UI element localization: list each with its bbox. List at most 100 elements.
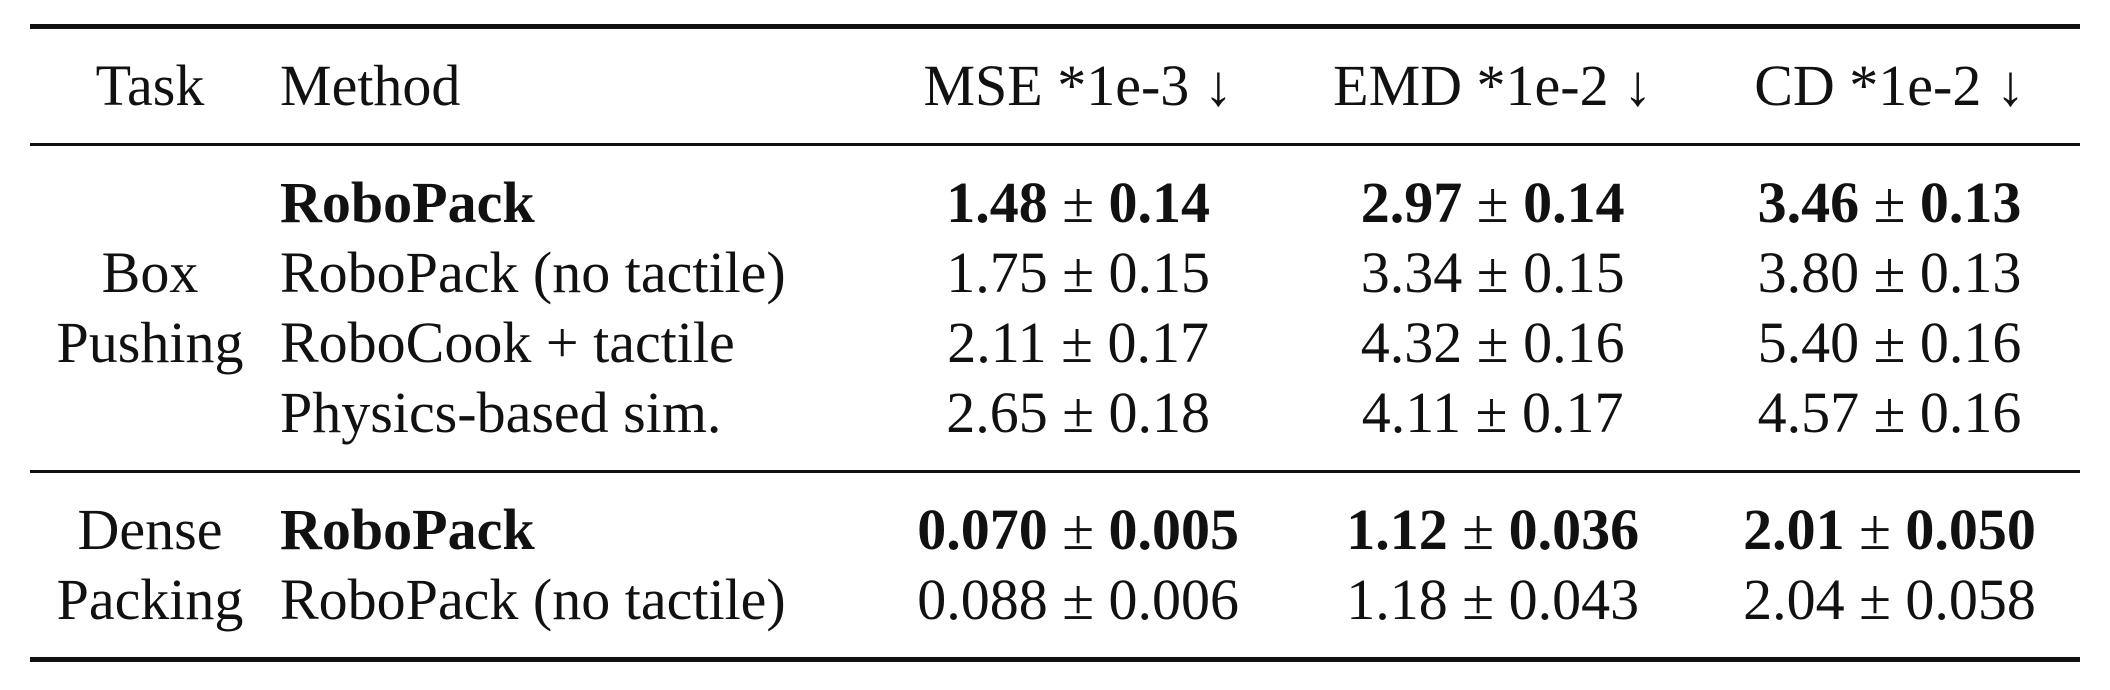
mse-std: 0.14 — [1108, 170, 1211, 235]
pm-symbol: ± — [1475, 380, 1508, 445]
mse-std: 0.006 — [1108, 567, 1240, 632]
task-label-line1: Box — [101, 240, 199, 305]
table-row: Box RoboPack (no tactile) 1.75 ± 0.15 3.… — [30, 238, 2080, 308]
cd-std: 0.13 — [1919, 170, 2022, 235]
mse-mean: 2.65 — [946, 380, 1048, 445]
cd-mean: 2.01 — [1743, 497, 1845, 562]
mse-cell: 0.070 ± 0.005 — [870, 472, 1286, 566]
mse-cell: 2.11 ± 0.17 — [870, 308, 1286, 378]
table-row: Physics-based sim. 2.65 ± 0.18 4.11 ± 0.… — [30, 378, 2080, 472]
method-cell: Physics-based sim. — [280, 380, 722, 445]
mse-mean: 1.48 — [946, 170, 1048, 235]
table-row: Packing RoboPack (no tactile) 0.088 ± 0.… — [30, 565, 2080, 660]
emd-cell: 1.12 ± 0.036 — [1286, 472, 1699, 566]
pm-symbol: ± — [1873, 380, 1906, 445]
pm-symbol: ± — [1859, 567, 1891, 632]
task-cell-empty — [30, 378, 270, 472]
emd-mean: 4.11 — [1361, 380, 1462, 445]
mse-cell: 0.088 ± 0.006 — [870, 565, 1286, 660]
cd-cell: 2.01 ± 0.050 — [1699, 472, 2080, 566]
emd-std: 0.14 — [1523, 170, 1625, 235]
emd-std: 0.043 — [1508, 567, 1640, 632]
pm-symbol: ± — [1873, 310, 1906, 375]
task-cell-empty — [30, 145, 270, 239]
emd-cell: 2.97 ± 0.14 — [1286, 145, 1699, 239]
cd-std: 0.16 — [1919, 380, 2022, 445]
mse-mean: 2.11 — [947, 310, 1047, 375]
cd-std: 0.050 — [1905, 497, 2036, 562]
emd-mean: 3.34 — [1360, 240, 1463, 305]
table-row: Pushing RoboCook + tactile 2.11 ± 0.17 4… — [30, 308, 2080, 378]
pm-symbol: ± — [1462, 567, 1495, 632]
cd-cell: 5.40 ± 0.16 — [1699, 308, 2080, 378]
pm-symbol: ± — [1062, 170, 1095, 235]
cd-std: 0.16 — [1919, 310, 2022, 375]
mse-std: 0.005 — [1108, 497, 1240, 562]
header-task: Task — [95, 53, 205, 118]
task-label-line1: Dense — [77, 497, 223, 562]
method-cell: RoboPack — [280, 497, 535, 562]
cd-mean: 3.46 — [1757, 170, 1860, 235]
method-cell: RoboCook + tactile — [280, 310, 735, 375]
mse-std: 0.17 — [1107, 310, 1209, 375]
pm-symbol: ± — [1873, 170, 1906, 235]
pm-symbol: ± — [1462, 497, 1495, 562]
pm-symbol: ± — [1873, 240, 1906, 305]
header-mse: MSE *1e-3 ↓ — [923, 53, 1233, 118]
mse-cell: 1.75 ± 0.15 — [870, 238, 1286, 308]
cd-mean: 3.80 — [1757, 240, 1860, 305]
emd-cell: 4.11 ± 0.17 — [1286, 378, 1699, 472]
pm-symbol: ± — [1062, 380, 1095, 445]
emd-mean: 2.97 — [1360, 170, 1463, 235]
group-dense-packing: Dense RoboPack 0.070 ± 0.005 1.12 ± 0.03… — [30, 471, 2080, 660]
task-label-line2: Pushing — [56, 310, 244, 375]
emd-mean: 4.32 — [1360, 310, 1463, 375]
pm-symbol: ± — [1061, 310, 1093, 375]
cd-std: 0.13 — [1919, 240, 2022, 305]
cd-std: 0.058 — [1905, 567, 2036, 632]
mse-std: 0.18 — [1108, 380, 1211, 445]
pm-symbol: ± — [1062, 567, 1095, 632]
emd-std: 0.16 — [1523, 310, 1625, 375]
mse-mean: 0.088 — [917, 567, 1048, 632]
emd-std: 0.17 — [1521, 380, 1624, 445]
emd-mean: 1.18 — [1346, 567, 1448, 632]
task-label-line2: Packing — [56, 567, 244, 632]
method-cell: RoboPack (no tactile) — [280, 240, 786, 305]
cd-cell: 2.04 ± 0.058 — [1699, 565, 2080, 660]
header-row: Task Method MSE *1e-3 ↓ EMD *1e-2 ↓ CD *… — [30, 26, 2080, 145]
group-box-pushing: RoboPack 1.48 ± 0.14 2.97 ± 0.14 3.46 ± … — [30, 144, 2080, 472]
pm-symbol: ± — [1476, 240, 1509, 305]
emd-mean: 1.12 — [1346, 497, 1448, 562]
mse-mean: 0.070 — [917, 497, 1048, 562]
pm-symbol: ± — [1476, 170, 1509, 235]
header-method: Method — [280, 53, 461, 118]
pm-symbol: ± — [1476, 310, 1509, 375]
mse-cell: 1.48 ± 0.14 — [870, 145, 1286, 239]
method-cell: RoboPack — [280, 170, 535, 235]
results-table-container: Task Method MSE *1e-3 ↓ EMD *1e-2 ↓ CD *… — [30, 24, 2080, 662]
header-cd: CD *1e-2 ↓ — [1754, 53, 2025, 118]
emd-cell: 4.32 ± 0.16 — [1286, 308, 1699, 378]
cd-cell: 3.46 ± 0.13 — [1699, 145, 2080, 239]
cd-cell: 3.80 ± 0.13 — [1699, 238, 2080, 308]
mse-std: 0.15 — [1108, 240, 1211, 305]
cd-mean: 4.57 — [1757, 380, 1860, 445]
cd-cell: 4.57 ± 0.16 — [1699, 378, 2080, 472]
emd-std: 0.15 — [1523, 240, 1625, 305]
header-emd: EMD *1e-2 ↓ — [1333, 53, 1653, 118]
cd-mean: 5.40 — [1757, 310, 1860, 375]
emd-cell: 1.18 ± 0.043 — [1286, 565, 1699, 660]
emd-std: 0.036 — [1508, 497, 1640, 562]
mse-mean: 1.75 — [946, 240, 1048, 305]
table-row: RoboPack 1.48 ± 0.14 2.97 ± 0.14 3.46 ± … — [30, 145, 2080, 239]
emd-cell: 3.34 ± 0.15 — [1286, 238, 1699, 308]
table-row: Dense RoboPack 0.070 ± 0.005 1.12 ± 0.03… — [30, 472, 2080, 566]
mse-cell: 2.65 ± 0.18 — [870, 378, 1286, 472]
pm-symbol: ± — [1062, 240, 1095, 305]
pm-symbol: ± — [1062, 497, 1095, 562]
cd-mean: 2.04 — [1743, 567, 1845, 632]
results-table: Task Method MSE *1e-3 ↓ EMD *1e-2 ↓ CD *… — [30, 24, 2080, 662]
method-cell: RoboPack (no tactile) — [280, 567, 786, 632]
pm-symbol: ± — [1859, 497, 1891, 562]
